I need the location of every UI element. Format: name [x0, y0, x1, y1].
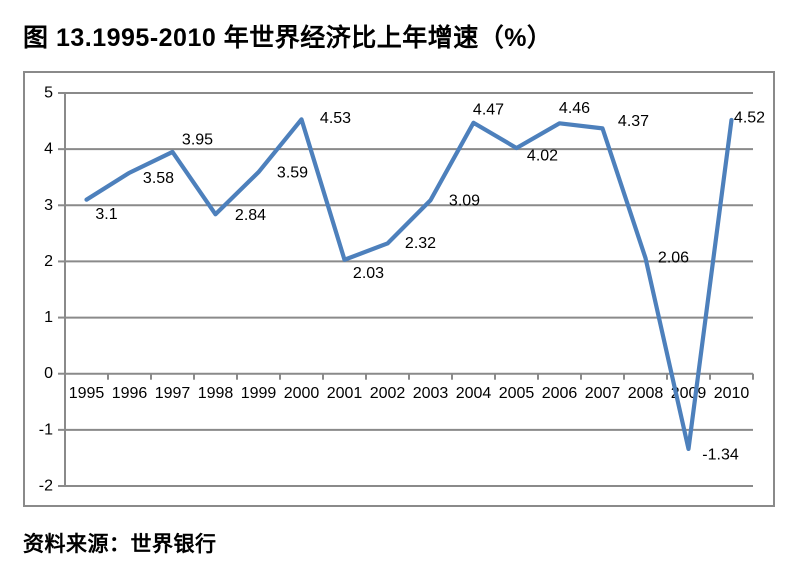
y-tick-label: 2: [44, 253, 53, 270]
x-tick-label: 2007: [585, 385, 621, 402]
data-label: 3.09: [449, 193, 480, 210]
y-tick-label: 3: [44, 197, 53, 214]
y-tick-label: 4: [44, 141, 53, 158]
x-tick-label: 2008: [628, 385, 664, 402]
data-label: 4.46: [559, 100, 590, 117]
growth-line: [84, 117, 734, 452]
y-tick-label: 5: [44, 85, 53, 102]
x-tick-label: 2001: [327, 385, 363, 402]
x-tick-label: 2000: [284, 385, 320, 402]
x-tick-label: 1999: [241, 385, 277, 402]
x-tick-label: 2005: [499, 385, 535, 402]
data-label: 2.84: [235, 207, 266, 224]
data-label: 4.52: [734, 109, 765, 126]
x-tick-label: 1996: [112, 385, 148, 402]
x-tick-label: 1997: [155, 385, 191, 402]
x-tick-label: 1995: [69, 385, 105, 402]
x-tick-label: 2006: [542, 385, 578, 402]
chart-title: 图 13.1995-2010 年世界经济比上年增速（%）: [23, 24, 553, 52]
x-tick-label: 2010: [714, 385, 750, 402]
data-label: 3.95: [182, 131, 213, 148]
chart-frame: -2 -1 0 1 2 3 4 5 1995 1996 1997 1998 1999 2000 2001 20…: [23, 71, 775, 507]
y-tick-label: 0: [44, 365, 53, 382]
data-label: 2.32: [405, 235, 436, 252]
y-tick-label: 1: [44, 309, 53, 326]
data-label: 4.53: [320, 110, 351, 127]
x-tick-label: 2002: [370, 385, 406, 402]
y-tick-label: -2: [39, 478, 53, 495]
data-label: -1.34: [702, 446, 739, 463]
data-label: 3.59: [277, 165, 308, 182]
data-label: 2.03: [353, 265, 384, 282]
y-tick-label: -1: [39, 421, 53, 438]
data-label: 2.06: [658, 250, 689, 267]
data-label: 3.1: [95, 206, 117, 223]
x-tick-label: 2003: [413, 385, 449, 402]
data-label: 4.37: [618, 113, 649, 130]
x-tick-label: 1998: [198, 385, 234, 402]
data-label: 3.58: [143, 170, 174, 187]
x-tick-label: 2004: [456, 385, 492, 402]
data-label: 4.02: [527, 148, 558, 165]
data-label: 4.47: [473, 101, 504, 118]
source-note: 资料来源：世界银行: [23, 533, 217, 556]
line-chart: -2 -1 0 1 2 3 4 5 1995 1996 1997 1998 1999 2000 2001 20…: [39, 85, 765, 495]
